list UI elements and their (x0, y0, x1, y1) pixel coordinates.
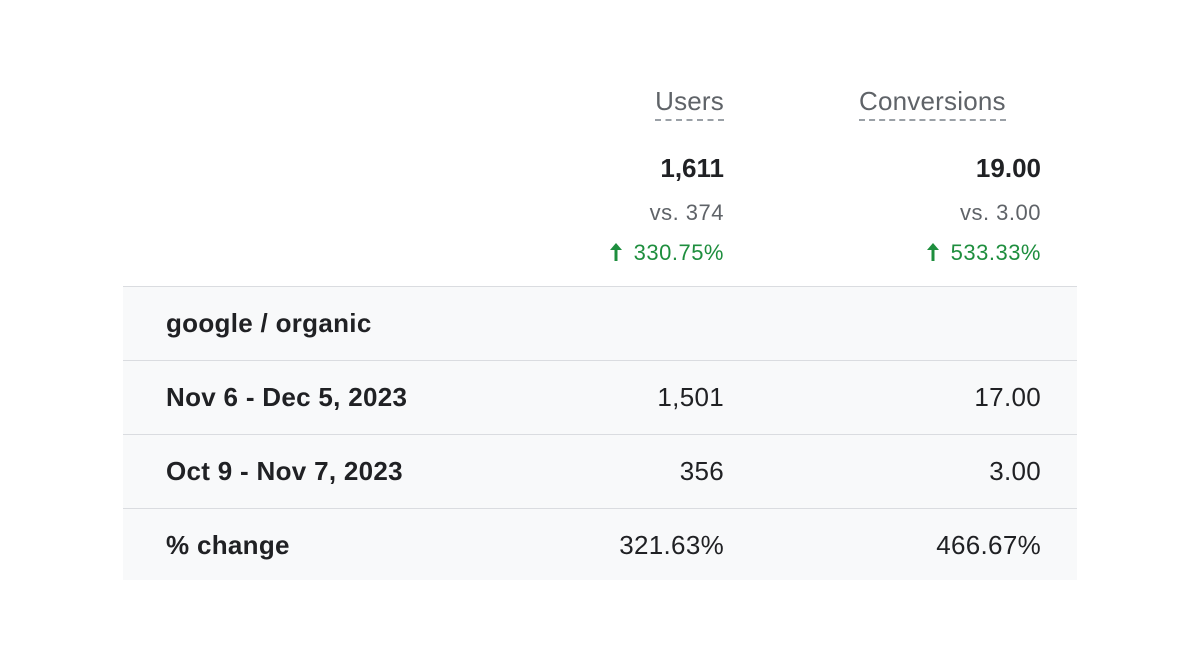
arrow-up-icon (609, 243, 622, 261)
table-row: Oct 9 - Nov 7, 2023 356 3.00 (123, 435, 1077, 509)
users-change-value: 330.75% (633, 240, 724, 265)
conversions-comparison: vs. 3.00 (959, 200, 1041, 225)
row-label: Oct 9 - Nov 7, 2023 (166, 456, 403, 486)
conversions-total: 19.00 (975, 153, 1041, 183)
users-cell: 1,501 (657, 382, 724, 412)
users-total: 1,611 (660, 153, 724, 183)
table-header: Users Conversions 1,611 19.00 vs. 374 vs… (123, 0, 1077, 287)
arrow-up-icon (926, 243, 939, 261)
group-label: google / organic (166, 308, 372, 338)
users-comparison: vs. 374 (649, 200, 724, 225)
comparison-table: Users Conversions 1,611 19.00 vs. 374 vs… (123, 0, 1077, 580)
conversions-column-header[interactable]: Conversions (859, 85, 1006, 121)
row-label: Nov 6 - Dec 5, 2023 (166, 382, 408, 412)
users-change: 330.75% (608, 238, 724, 268)
conversions-change: 533.33% (925, 238, 1041, 268)
users-cell: 321.63% (619, 530, 724, 560)
table-row: Nov 6 - Dec 5, 2023 1,501 17.00 (123, 361, 1077, 435)
conversions-cell: 3.00 (989, 456, 1041, 486)
row-label: % change (166, 530, 290, 560)
users-column-header[interactable]: Users (655, 85, 724, 121)
group-row: google / organic (123, 287, 1077, 361)
conversions-change-value: 533.33% (950, 240, 1041, 265)
conversions-cell: 17.00 (974, 382, 1041, 412)
table-row: % change 321.63% 466.67% (123, 509, 1077, 580)
conversions-cell: 466.67% (936, 530, 1041, 560)
users-cell: 356 (679, 456, 724, 486)
